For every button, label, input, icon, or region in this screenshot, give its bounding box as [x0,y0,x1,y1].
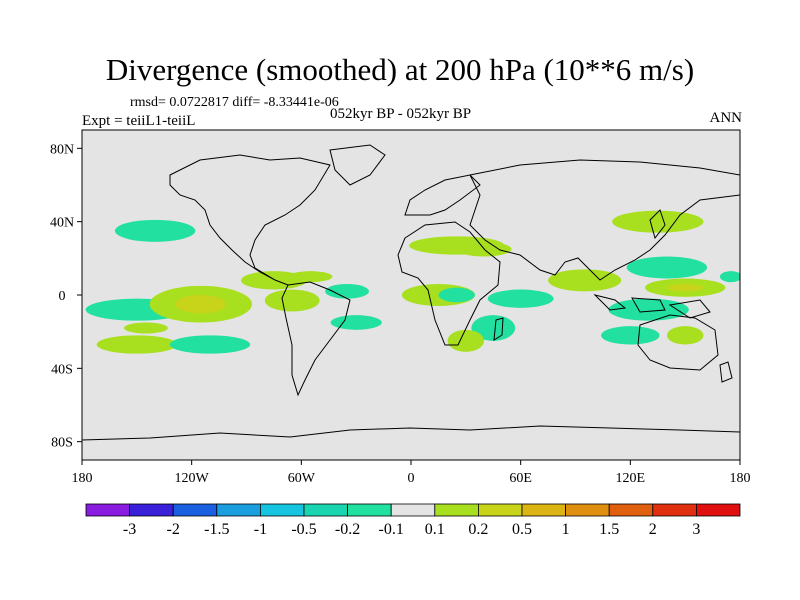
colorbar-swatch [477,503,523,517]
divergence-region [626,256,708,279]
divergence-region [175,295,227,314]
colorbar-swatch [172,503,218,517]
divergence-region [666,284,704,292]
divergence-region [114,219,196,242]
colorbar-swatch [521,503,566,517]
lon-tick-label: 180 [730,471,751,486]
divergence-region [666,326,704,345]
lat-tick-label: 80S [51,436,73,451]
colorbar-label: -1.5 [204,521,229,538]
divergence-region [264,289,320,312]
colorbar-label: 0.2 [468,521,488,538]
coastlines [82,144,740,441]
colorbar-swatch [390,503,436,517]
colorbar-swatch [259,503,305,517]
colorbar-swatch [696,503,741,517]
colorbar-label: -2 [167,521,180,538]
divergence-region [96,335,178,354]
map-axes: 80N 40N 0 40S 80S 180 120W 60W 0 60E 120E 180 [50,142,751,486]
season-label: ANN [709,110,743,126]
lat-tick-label: 40S [51,362,73,377]
divergence-region [548,269,622,292]
colorbar-swatch [652,503,697,517]
period-text: 052kyr BP - 052kyr BP [330,106,472,122]
divergence-region [487,289,554,308]
colorbar-swatch [565,503,610,517]
colorbar-label: -0.1 [379,521,404,538]
colorbar-label: 0.1 [425,521,445,538]
colorbar-swatch [608,503,654,517]
divergence-region [612,210,704,233]
colorbar-label: -3 [123,521,136,538]
lat-tick-label: 0 [59,289,66,304]
divergence-region [325,284,369,299]
plot-title: Divergence (smoothed) at 200 hPa (10**6 … [105,52,695,87]
colorbar-swatch [85,503,130,517]
colorbar-label: 2 [649,521,657,538]
colorbar-swatch [216,503,261,517]
divergence-regions [85,210,740,354]
colorbar-label: -0.2 [335,521,360,538]
colorbar-swatch [434,503,479,517]
colorbar-swatch [129,503,174,517]
divergence-region [471,315,516,341]
divergence-region [601,326,660,345]
divergence-region [288,271,333,283]
lon-tick-label: 120W [175,471,210,486]
lat-tick-label: 80N [50,142,74,157]
divergence-region [330,315,382,330]
colorbar-label: -0.5 [291,521,316,538]
colorbar-swatch [347,503,392,517]
colorbar-label: 0.5 [512,521,532,538]
lon-tick-label: 60W [288,471,316,486]
experiment-text: Expt = teiiL1-teiiL [82,113,196,129]
divergence-region [447,329,485,352]
lon-tick-label: 60E [509,471,532,486]
lon-tick-label: 120E [616,471,646,486]
divergence-region [169,335,251,354]
colorbar: -3 -2 -1.5 -1 -0.5 -0.2 -0.1 0.1 0.2 0.5 1 1.5 2 3 [85,503,741,538]
colorbar-label: -1 [254,521,267,538]
lat-tick-label: 40N [50,216,74,231]
colorbar-label: 1.5 [599,521,619,538]
lon-tick-label: 0 [408,471,415,486]
rmsd-text: rmsd= 0.0722817 diff= -8.33441e-06 [130,95,339,110]
lon-tick-label: 180 [72,471,93,486]
colorbar-label: 3 [692,521,700,538]
colorbar-label: 1 [562,521,570,538]
divergence-region [719,271,740,283]
divergence-region [438,287,475,303]
divergence-region [124,322,168,334]
colorbar-swatch [303,503,348,517]
